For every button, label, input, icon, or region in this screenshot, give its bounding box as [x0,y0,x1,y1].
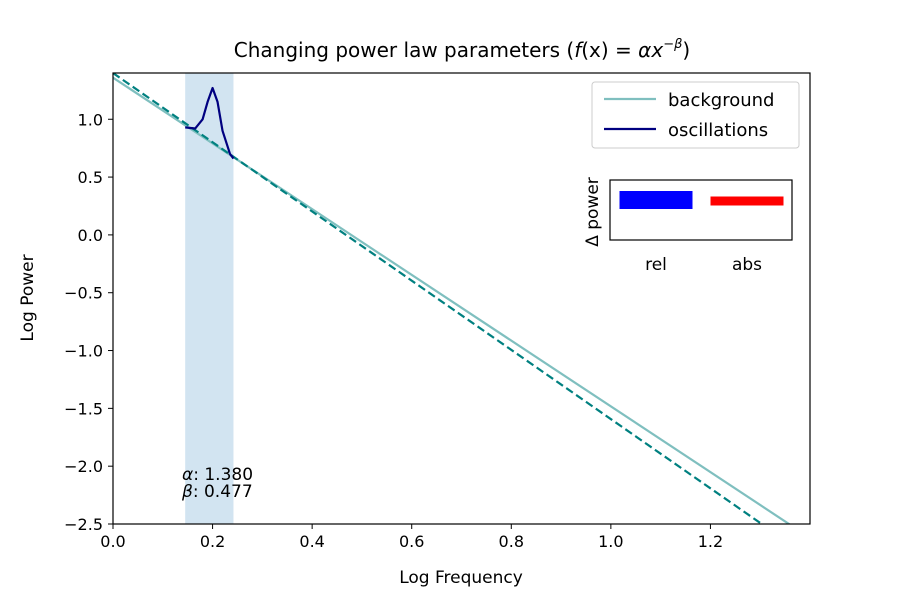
frequency-band [185,73,234,524]
x-tick-label: 1.2 [698,532,723,551]
x-tick-label: 0.8 [499,532,524,551]
x-tick-label: 0.6 [399,532,424,551]
title-suffix: ) [682,38,690,62]
y-tick-label: 0.0 [78,226,103,245]
inset-y-label: Δ power [583,177,603,247]
inset-tick-rel: rel [645,255,667,275]
x-tick-label: 1.0 [598,532,623,551]
y-tick-label: −0.5 [64,284,103,303]
x-tick-label: 0.0 [100,532,125,551]
legend-label-background: background [668,90,774,111]
y-tick-label: −2.5 [64,515,103,534]
beta-symbol: β [181,482,193,502]
title-exponent: −β [663,37,682,52]
legend-label-oscillations: oscillations [668,120,768,141]
inset-bar-abs [710,196,784,206]
inset-bar-rel [619,191,693,209]
title-x: x [650,38,663,62]
inset-frame [609,179,793,241]
y-tick-label: −1.5 [64,399,103,418]
chart-title: Changing power law parameters (f(x) = αx… [234,37,690,62]
y-axis-label: Log Power [18,254,38,341]
series-oscillations [185,86,235,160]
title-fx: f [574,38,584,62]
inset-bars [619,191,784,209]
beta-annotation: β: 0.477 [181,482,253,502]
x-tick-label: 0.4 [299,532,324,551]
title-alpha: α [638,38,651,62]
x-axis-label: Log Frequency [399,568,523,588]
y-tick-label: 0.5 [78,168,103,187]
alpha-value: : 1.380 [193,465,253,485]
alpha-symbol: α [182,465,193,485]
plot-frame [112,72,811,525]
y-tick-label: −2.0 [64,457,103,476]
y-tick-label: −1.0 [64,342,103,361]
title-mid: (x) = [581,38,638,62]
beta-value: : 0.477 [193,482,253,502]
title-prefix: Changing power law parameters ( [234,38,574,62]
axes: 0.0 0.2 0.4 0.6 0.8 1.0 1.2 1.0 0.5 0.0 −0.5 −1.0 −1… [64,72,811,551]
inset-tick-abs: abs [732,255,762,275]
plot-content [113,73,791,524]
alpha-annotation: α: 1.380 [182,465,253,485]
series-reference [113,73,764,524]
y-tick-label: 1.0 [78,110,103,129]
inset-chart: Δ power rel abs [583,177,793,275]
x-tick-label: 0.2 [200,532,225,551]
legend: background oscillations [591,81,800,149]
